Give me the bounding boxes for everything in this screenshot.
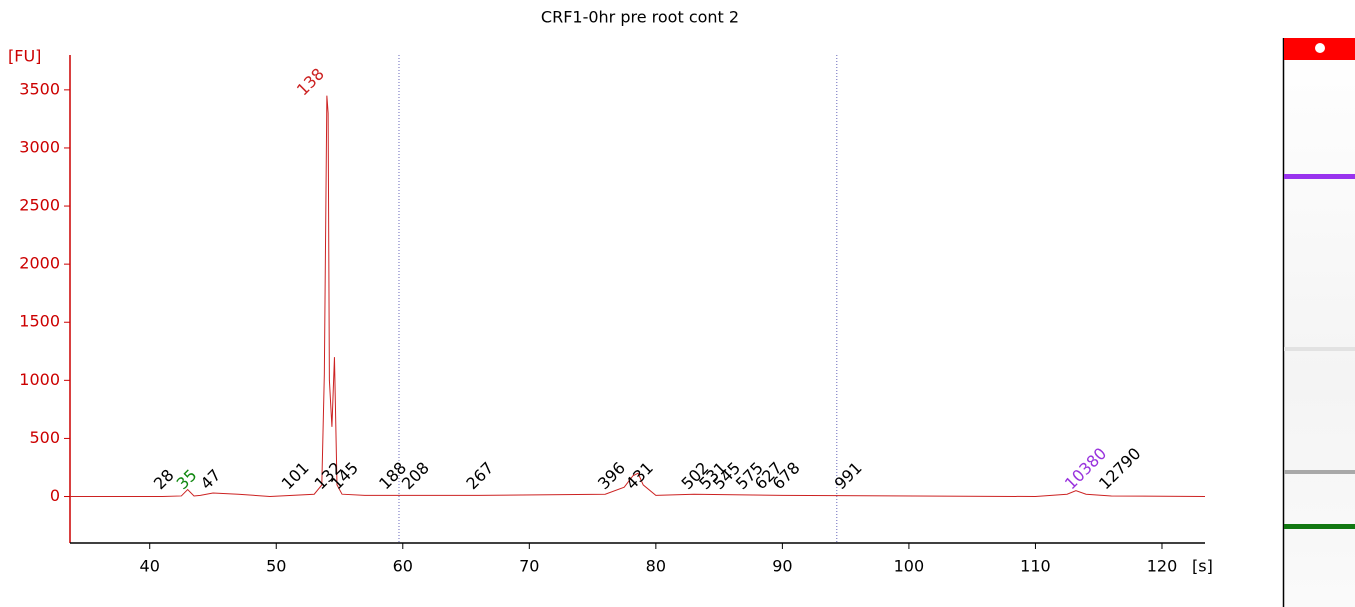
peak-label: 208: [398, 458, 433, 493]
peak-label: 47: [197, 465, 225, 493]
x-tick-label: 90: [772, 557, 792, 576]
band: [1284, 470, 1355, 474]
y-tick-label: 1000: [19, 370, 60, 389]
peak-label: 138: [293, 64, 328, 99]
peak-label: 396: [594, 458, 629, 493]
band: [1284, 524, 1355, 529]
trace: [70, 95, 1206, 498]
x-axis-label: [s]: [1192, 557, 1213, 576]
x-tick-label: 100: [894, 557, 925, 576]
x-tick-label: 110: [1020, 557, 1051, 576]
peak-label: 267: [462, 458, 497, 493]
peak-label: 431: [622, 458, 657, 493]
chart-title: CRF1-0hr pre root cont 2: [541, 8, 739, 27]
band: [1284, 174, 1355, 179]
x-tick-label: 50: [266, 557, 286, 576]
x-tick-label: 120: [1147, 557, 1178, 576]
y-tick-label: 500: [29, 428, 60, 447]
y-tick-label: 0: [50, 486, 60, 505]
gel-lane: [1282, 38, 1355, 607]
y-tick-label: 2000: [19, 254, 60, 273]
x-tick-label: 70: [519, 557, 539, 576]
y-tick-label: 3500: [19, 79, 60, 98]
x-tick-label: 40: [140, 557, 160, 576]
y-axis-label: [FU]: [8, 47, 41, 66]
lane-background: [1284, 38, 1355, 607]
peak-label: 101: [278, 458, 313, 493]
y-tick-label: 3000: [19, 137, 60, 156]
x-tick-label: 80: [646, 557, 666, 576]
band: [1284, 347, 1355, 351]
lane-icon: [1315, 43, 1325, 53]
y-tick-label: 2500: [19, 196, 60, 215]
x-tick-label: 60: [393, 557, 413, 576]
peak-label: 991: [831, 458, 866, 493]
y-tick-label: 1500: [19, 312, 60, 331]
